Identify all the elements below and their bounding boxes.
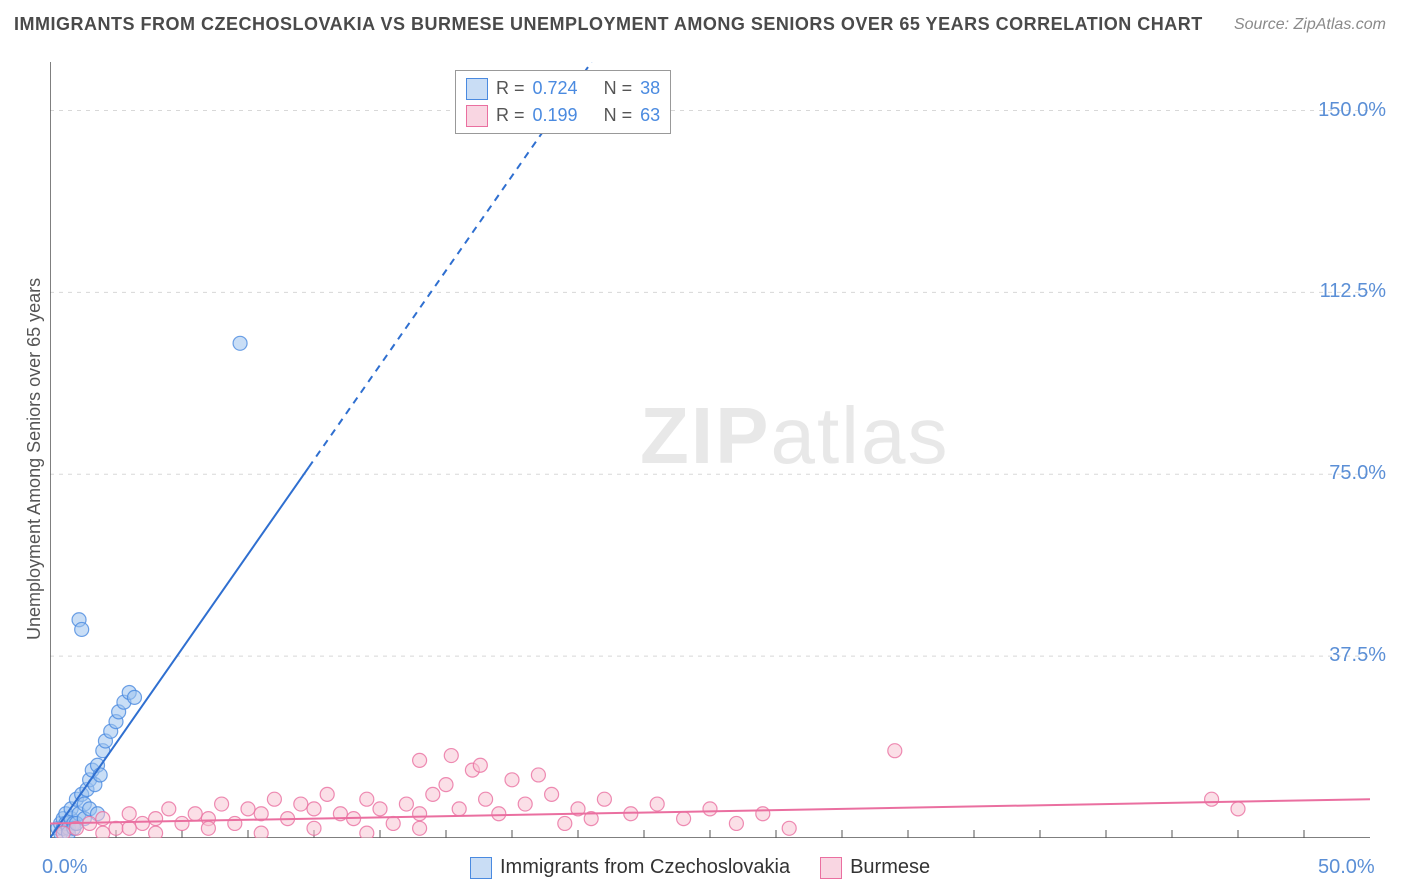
scatter-plot <box>50 62 1370 838</box>
n-value: 38 <box>640 75 660 102</box>
n-value: 63 <box>640 102 660 129</box>
y-tick-label: 37.5% <box>1329 644 1386 667</box>
n-label: N = <box>604 102 633 129</box>
x-origin-label: 0.0% <box>42 856 88 879</box>
chart-title: IMMIGRANTS FROM CZECHOSLOVAKIA VS BURMES… <box>14 14 1203 35</box>
legend-item: Burmese <box>820 856 930 879</box>
r-value: 0.199 <box>533 102 578 129</box>
legend-swatch-icon <box>466 78 488 100</box>
y-tick-label: 75.0% <box>1329 462 1386 485</box>
legend-swatch-icon <box>466 105 488 127</box>
legend-item-label: Burmese <box>850 856 930 879</box>
r-label: R = <box>496 102 525 129</box>
r-value: 0.724 <box>533 75 578 102</box>
legend-swatch-icon <box>470 857 492 879</box>
source-label: Source: ZipAtlas.com <box>1234 16 1386 34</box>
legend-stats-row: R = 0.199 N = 63 <box>466 102 660 129</box>
y-tick-label: 150.0% <box>1318 99 1386 122</box>
n-label: N = <box>604 75 633 102</box>
legend-item: Immigrants from Czechoslovakia <box>470 856 790 879</box>
y-axis-label: Unemployment Among Seniors over 65 years <box>24 278 45 640</box>
x-end-label: 50.0% <box>1318 856 1375 879</box>
legend-swatch-icon <box>820 857 842 879</box>
legend-stats-row: R = 0.724 N = 38 <box>466 75 660 102</box>
legend-series: Immigrants from Czechoslovakia Burmese <box>470 856 930 879</box>
r-label: R = <box>496 75 525 102</box>
legend-stats: R = 0.724 N = 38 R = 0.199 N = 63 <box>455 70 671 134</box>
y-tick-label: 112.5% <box>1320 280 1386 303</box>
legend-item-label: Immigrants from Czechoslovakia <box>500 856 790 879</box>
